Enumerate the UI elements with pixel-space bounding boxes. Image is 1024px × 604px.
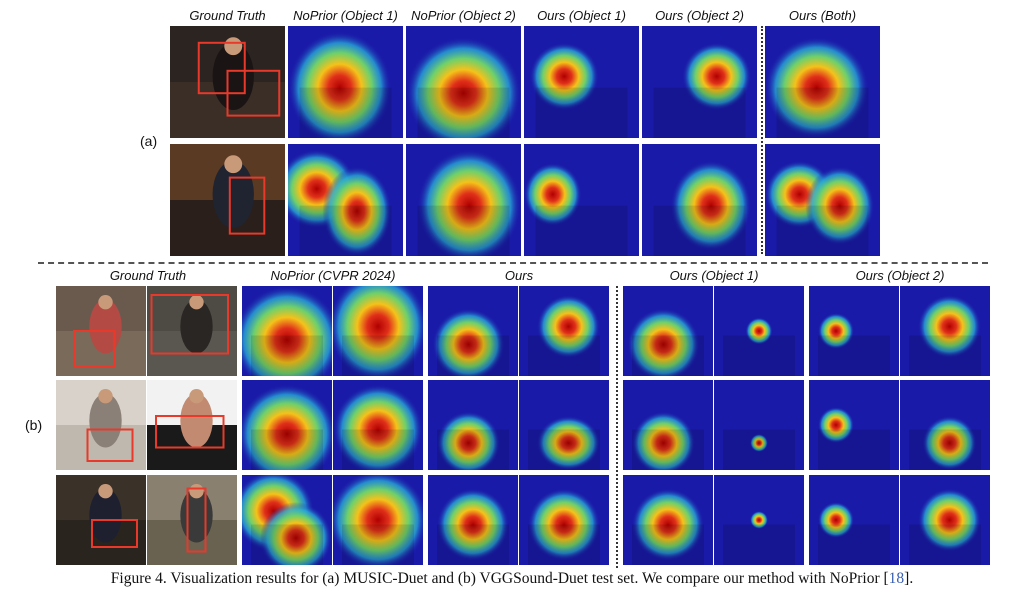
panel-b-label: (b)	[25, 417, 43, 433]
ground-truth-image	[147, 475, 237, 565]
heatmap-image	[333, 380, 423, 470]
heatmap-image	[809, 380, 899, 470]
ground-truth-image	[147, 380, 237, 470]
caption-end: ].	[904, 570, 914, 587]
header-a-ours-obj1: Ours (Object 1)	[537, 8, 626, 23]
figure-caption: Figure 4. Visualization results for (a) …	[0, 570, 1024, 588]
ground-truth-image	[170, 144, 285, 256]
header-b-ours-obj2: Ours (Object 2)	[855, 268, 945, 283]
heatmap-image	[623, 475, 713, 565]
heatmap-image	[428, 380, 518, 470]
heatmap-image	[623, 380, 713, 470]
header-b-ours: Ours	[504, 268, 534, 283]
heatmap-image	[524, 144, 639, 256]
ground-truth-image	[147, 286, 237, 376]
heatmap-image	[765, 144, 880, 256]
citation-link[interactable]: 18	[888, 570, 905, 587]
heatmap-image	[406, 26, 521, 138]
heatmap-image	[428, 475, 518, 565]
heatmap-image	[642, 144, 757, 256]
heatmap-image	[524, 26, 639, 138]
heatmap-image	[406, 144, 521, 256]
header-b-noprior-cvpr: NoPrior (CVPR 2024)	[270, 268, 396, 283]
panel-a-divider	[761, 26, 763, 254]
heatmap-image	[242, 380, 332, 470]
header-a-ours-obj2: Ours (Object 2)	[655, 8, 744, 23]
heatmap-image	[519, 475, 609, 565]
ground-truth-image	[170, 26, 285, 138]
heatmap-image	[714, 286, 804, 376]
heatmap-image	[242, 475, 332, 565]
header-a-noprior-obj1: NoPrior (Object 1)	[293, 8, 398, 23]
panel-separator	[38, 262, 988, 264]
heatmap-image	[242, 286, 332, 376]
header-b-ours-obj1: Ours (Object 1)	[669, 268, 759, 283]
heatmap-image	[642, 26, 757, 138]
caption-text: Figure 4. Visualization results for (a) …	[110, 570, 889, 587]
heatmap-image	[900, 380, 990, 470]
heatmap-image	[519, 286, 609, 376]
ground-truth-image	[56, 286, 146, 376]
heatmap-image	[428, 286, 518, 376]
ground-truth-image	[56, 380, 146, 470]
heatmap-image	[288, 26, 403, 138]
panel-b-divider	[616, 286, 618, 568]
heatmap-image	[765, 26, 880, 138]
header-b-ground-truth: Ground Truth	[109, 268, 187, 283]
heatmap-image	[623, 286, 713, 376]
heatmap-image	[714, 380, 804, 470]
heatmap-image	[809, 475, 899, 565]
heatmap-image	[288, 144, 403, 256]
heatmap-image	[714, 475, 804, 565]
header-a-ground-truth: Ground Truth	[189, 8, 266, 23]
heatmap-image	[519, 380, 609, 470]
ground-truth-image	[56, 475, 146, 565]
panel-a-label: (a)	[140, 133, 158, 149]
heatmap-image	[900, 286, 990, 376]
heatmap-image	[900, 475, 990, 565]
heatmap-image	[333, 475, 423, 565]
heatmap-image	[809, 286, 899, 376]
heatmap-image	[333, 286, 423, 376]
header-a-ours-both: Ours (Both)	[788, 8, 857, 23]
header-a-noprior-obj2: NoPrior (Object 2)	[411, 8, 516, 23]
